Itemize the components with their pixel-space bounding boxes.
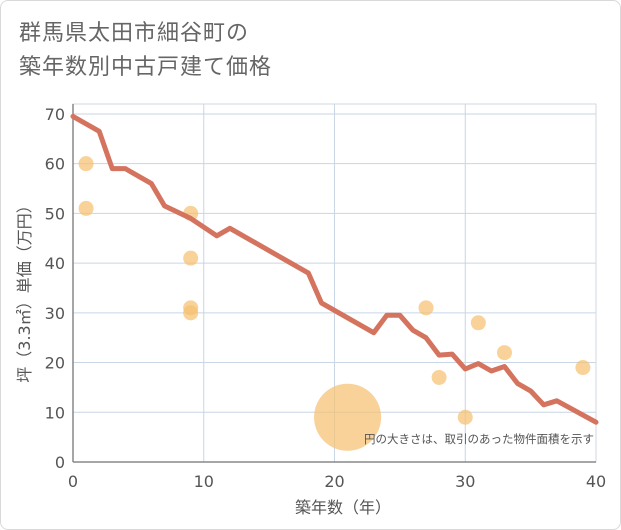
data-point — [470, 315, 486, 331]
data-point — [183, 250, 199, 266]
y-tick-label: 20 — [45, 354, 65, 373]
data-point — [457, 409, 473, 425]
y-tick-label: 60 — [45, 155, 65, 174]
y-tick-label: 30 — [45, 304, 65, 323]
x-tick-label: 30 — [455, 472, 475, 491]
chart-title-line1: 群馬県太田市細谷町の — [19, 21, 250, 46]
data-point — [78, 200, 94, 216]
data-point — [314, 383, 382, 451]
data-point — [575, 360, 591, 376]
trend-line — [70, 113, 599, 425]
data-point — [418, 300, 434, 316]
trend-line-group — [70, 113, 599, 425]
chart-title: 群馬県太田市細谷町の 築年数別中古戸建て価格 — [19, 17, 272, 85]
y-tick-label: 0 — [55, 453, 65, 472]
axes — [72, 103, 597, 463]
x-tick-label: 40 — [586, 472, 606, 491]
y-tick-label: 40 — [45, 254, 65, 273]
bubble-size-note: 円の大きさは、取引のあった物件面積を示す — [364, 432, 594, 446]
scatter-points — [78, 156, 591, 451]
x-tick-label: 0 — [68, 472, 78, 491]
y-axis-label: 坪（3.3㎡）単価（万円） — [15, 197, 34, 382]
data-point — [496, 345, 512, 361]
y-tick-label: 70 — [45, 105, 65, 124]
y-tick-label: 10 — [45, 403, 65, 422]
y-tick-label: 50 — [45, 204, 65, 223]
chart-title-line2: 築年数別中古戸建て価格 — [19, 55, 273, 80]
x-tick-label: 10 — [194, 472, 214, 491]
data-point — [183, 305, 199, 321]
data-point — [431, 369, 447, 385]
x-tick-label: 20 — [324, 472, 344, 491]
x-axis-label: 築年数（年） — [295, 498, 391, 517]
data-point — [78, 156, 94, 172]
tick-labels: 0 10 20 30 40 0 10 20 30 40 50 60 70 — [45, 105, 607, 491]
